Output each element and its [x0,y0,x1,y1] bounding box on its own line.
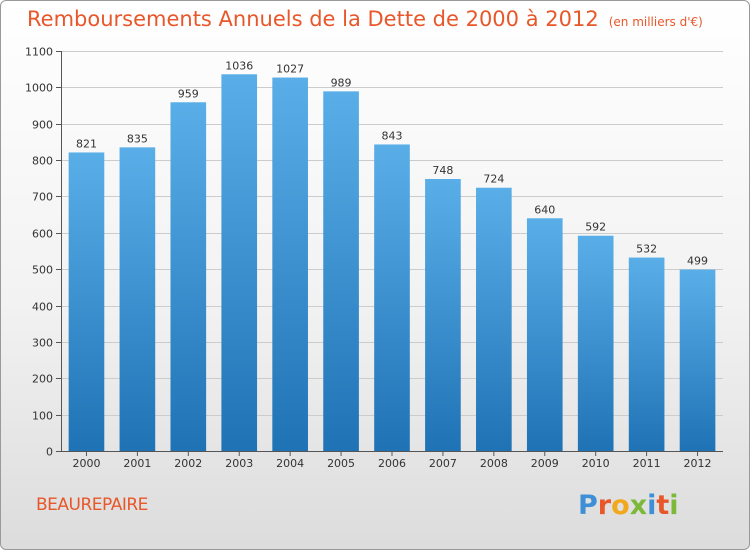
y-tick-label: 500 [32,264,53,277]
bar [476,187,512,451]
bar [170,102,207,451]
bar [577,235,614,451]
y-tick-label: 800 [32,155,53,168]
x-tick-label: 2012 [684,457,712,470]
data-label: 1027 [276,63,304,76]
x-tick-label: 2000 [72,457,100,470]
y-tick-label: 900 [32,119,53,132]
bar [119,147,156,451]
data-label: 821 [76,137,97,150]
x-tick-label: 2002 [174,457,202,470]
logo-letter: r [597,490,612,521]
bar [272,77,308,451]
y-tick-label: 0 [46,446,53,459]
bar [628,257,665,451]
data-label: 592 [585,221,606,234]
axes: 0 100 200 300 400 500 600 700 800 900 1000 1100 2000… [25,46,723,470]
data-label: 748 [432,164,453,177]
x-tick-label: 2008 [480,457,508,470]
bar [68,152,105,452]
bars: 821 835 959 1036 1027 989 843 748 724 640 592 532 49… [68,59,716,452]
y-tick-label: 400 [32,301,53,314]
logo-letter: i [647,490,657,521]
y-tick-label: 700 [32,191,53,204]
y-tick-label: 300 [32,337,53,350]
logo-letter: x [629,490,648,521]
chart-title-text: Remboursements Annuels de la Dette de 20… [27,7,599,31]
x-tick-label: 2004 [276,457,304,470]
x-tick-label: 2001 [123,457,151,470]
x-tick-label: 2010 [582,457,610,470]
data-label: 1036 [225,59,253,72]
data-label: 499 [687,255,708,268]
x-tick-label: 2009 [531,457,559,470]
data-label: 640 [534,203,555,216]
y-tick-label: 200 [32,373,53,386]
data-label: 843 [382,129,403,142]
data-label: 532 [636,243,657,256]
y-tick-label: 1100 [25,46,53,59]
bar [323,91,359,451]
logo-letter: P [578,490,598,521]
logo-letter: o [611,490,630,521]
y-tick-label: 100 [32,410,53,423]
bar [425,179,461,451]
y-tick-label: 600 [32,228,53,241]
logo-letter: i [669,490,679,521]
bar [526,218,563,451]
data-label: 835 [127,132,148,145]
data-label: 989 [331,76,352,89]
x-tick-label: 2003 [225,457,253,470]
commune-name: BEAUREPAIRE [36,495,148,515]
x-tick-label: 2011 [633,457,661,470]
chart-subtitle: (en milliers d'€) [608,15,703,29]
x-tick-label: 2006 [378,457,406,470]
logo-letter: t [656,490,670,521]
data-label: 724 [483,173,504,186]
bar [679,269,716,451]
chart-title: Remboursements Annuels de la Dette de 20… [27,7,703,31]
bar [374,144,410,452]
x-tick-label: 2005 [327,457,355,470]
y-tick-label: 1000 [25,82,53,95]
data-label: 959 [178,87,199,100]
bar [221,74,258,451]
x-tick-label: 2007 [429,457,457,470]
proxiti-logo[interactable]: Proxiti [578,490,679,521]
